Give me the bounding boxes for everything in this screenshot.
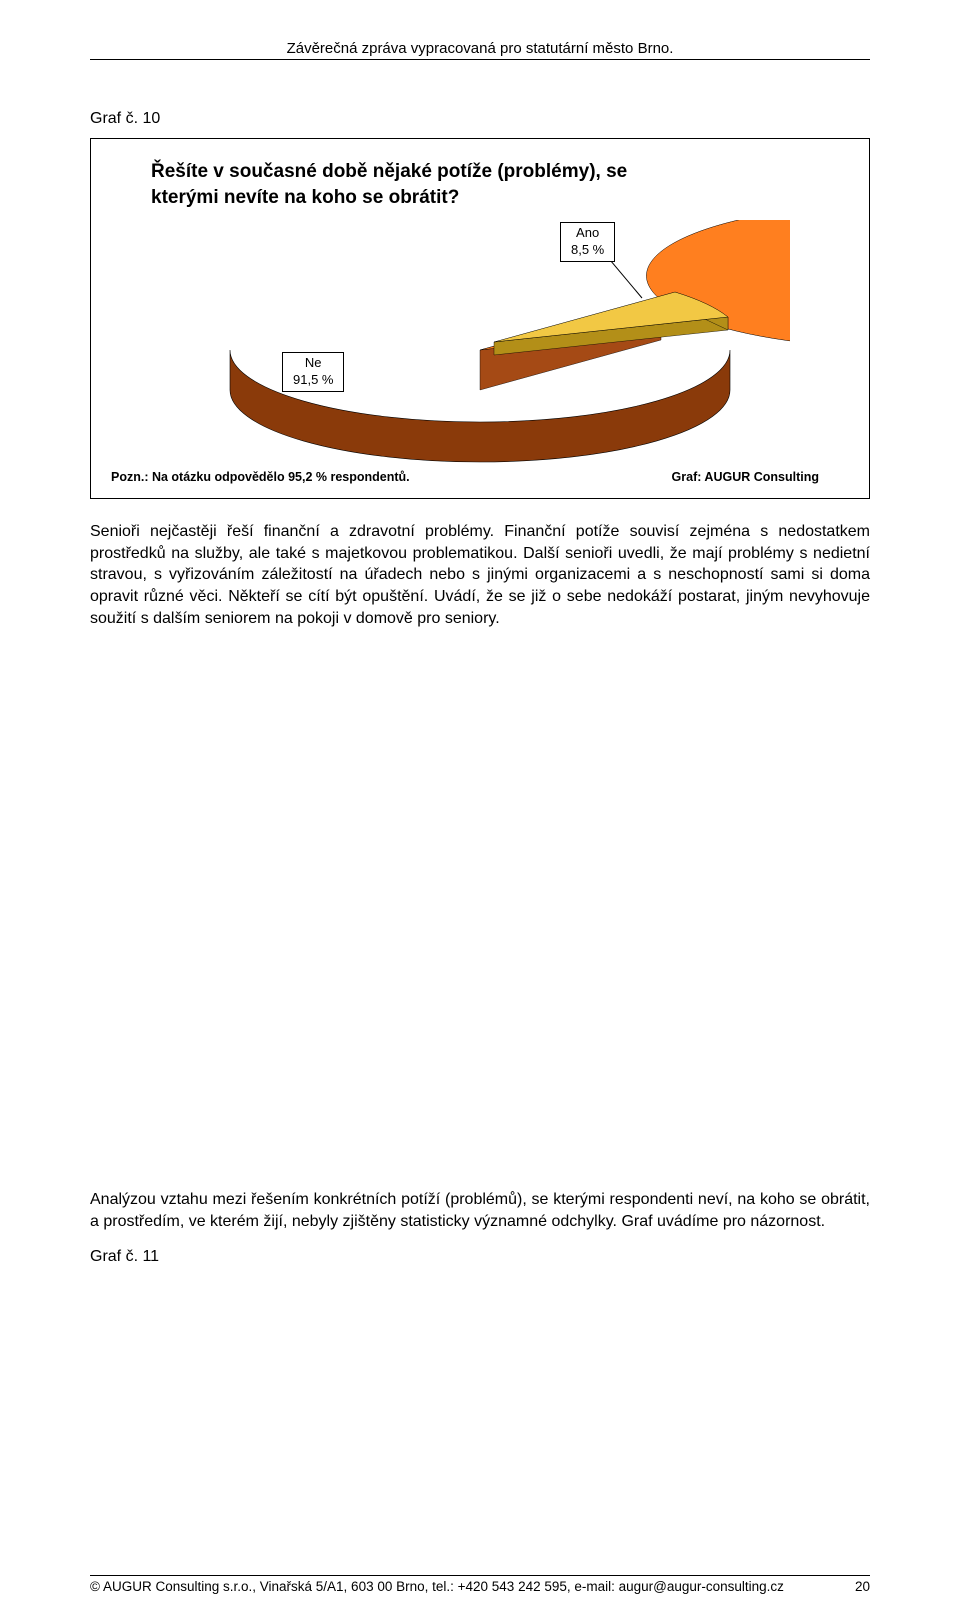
pie-svg [170,220,790,480]
chart-container: Řešíte v současné době nějaké potíže (pr… [90,138,870,499]
header-divider [90,59,870,60]
chart-title-line2: kterými nevíte na koho se obrátit? [151,187,459,208]
footer-divider [90,1575,870,1576]
page-footer: © AUGUR Consulting s.r.o., Vinařská 5/A1… [90,1575,870,1594]
chart-title-line1: Řešíte v současné době nějaké potíže (pr… [151,161,627,182]
page: Závěrečná zpráva vypracovaná pro statutá… [0,0,960,1622]
callout-ano-name: Ano [576,225,599,240]
footer-org: © AUGUR Consulting s.r.o., Vinařská 5/A1… [90,1579,784,1594]
callout-ne: Ne 91,5 % [282,352,344,392]
graf-11-label: Graf č. 11 [90,1248,870,1266]
pie-chart: Ano 8,5 % Ne 91,5 % [170,240,790,440]
chart-title: Řešíte v současné době nějaké potíže (pr… [151,159,849,210]
callout-ne-pct: 91,5 % [293,372,333,387]
callout-ano: Ano 8,5 % [560,222,615,262]
spacer [90,629,870,1189]
callout-ne-name: Ne [305,355,322,370]
paragraph-1: Senioři nejčastěji řeší finanční a zdrav… [90,521,870,629]
paragraph-2: Analýzou vztahu mezi řešením konkrétních… [90,1189,870,1232]
graf-10-label: Graf č. 10 [90,110,870,128]
page-header-title: Závěrečná zpráva vypracovaná pro statutá… [90,40,870,57]
callout-ano-pct: 8,5 % [571,242,604,257]
footer-page-number: 20 [855,1579,870,1594]
footer-row: © AUGUR Consulting s.r.o., Vinařská 5/A1… [90,1579,870,1594]
